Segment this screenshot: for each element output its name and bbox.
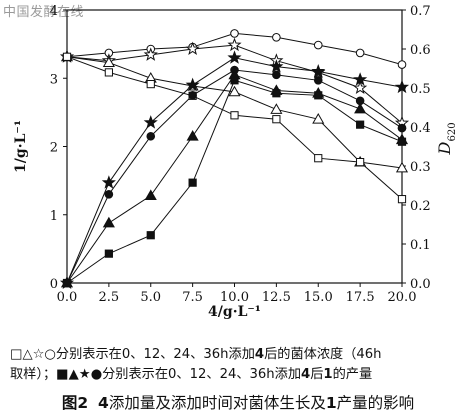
x-tick-label: 7.5 xyxy=(182,290,203,305)
y-left-tick-label: 1 xyxy=(50,209,58,224)
data-point-square-filled xyxy=(62,278,72,288)
data-point-square-filled xyxy=(397,137,407,146)
data-point-square-open xyxy=(230,111,239,120)
caption-fig-number: 图2 xyxy=(61,394,89,412)
x-axis-label: 4/g·L⁻¹ xyxy=(208,304,261,320)
data-point-square-filled xyxy=(146,231,155,240)
x-tick-label: 0.0 xyxy=(57,290,78,305)
data-point-circle-filled xyxy=(397,123,407,133)
data-point-star-filled xyxy=(353,72,368,86)
data-point-circle-filled xyxy=(272,70,281,80)
chart: 0.0 2.5 5.0 7.5 10.0 12.5 15.0 17.5 20.0 0 1 2 3 4 0.0… xyxy=(13,4,458,320)
legend-text: 取样）；■▲★●分别表示在0、12、24、36h添加 xyxy=(10,367,302,382)
x-tick-label: 12.5 xyxy=(262,290,291,305)
series-line-triangle-filled xyxy=(66,74,403,284)
y-right-tick-label: 0.2 xyxy=(410,199,431,214)
y-right-tick-label: 0.4 xyxy=(410,121,431,136)
y-left-axis-label: 1/g·L⁻¹ xyxy=(13,120,29,173)
data-point-star-filled xyxy=(394,79,410,94)
legend-text: □△☆○分别表示在0、12、24、36h添加 xyxy=(10,347,255,362)
legend-text: 的产量 xyxy=(332,367,373,382)
legend-text: 后的菌体浓度（46h xyxy=(264,347,382,362)
data-point-square-open xyxy=(314,154,323,163)
data-point-square-filled xyxy=(104,249,113,258)
data-point-star-filled xyxy=(227,50,242,64)
legend-line-2: 取样）；■▲★●分别表示在0、12、24、36h添加4后1的产量 xyxy=(10,366,472,384)
data-point-circle-open xyxy=(355,48,365,58)
y-left-tick-label: 3 xyxy=(50,72,58,87)
data-point-square-filled xyxy=(272,89,281,98)
data-point-star-filled xyxy=(311,63,326,78)
data-point-square-filled xyxy=(188,178,197,187)
watermark: 中国发酵在线 xyxy=(3,5,85,20)
data-point-triangle-filled xyxy=(354,102,367,114)
data-point-triangle-filled xyxy=(102,216,115,228)
data-point-star-open xyxy=(143,47,158,61)
x-tick-label: 10.0 xyxy=(220,290,249,305)
x-tick-label: 5.0 xyxy=(140,290,161,305)
y-right-tick-label: 0.5 xyxy=(410,82,431,97)
y-right-axis-label-main: D xyxy=(435,142,454,156)
y-right-tick-label: 0.7 xyxy=(410,4,431,19)
legend-text: 后 xyxy=(310,367,324,382)
data-point-star-filled xyxy=(185,77,200,92)
data-point-square-filled xyxy=(356,120,365,129)
data-point-triangle-open xyxy=(228,85,241,97)
caption-text: 产量的影响 xyxy=(336,394,415,412)
data-point-star-open xyxy=(227,37,242,52)
caption-text: 添加量及添加时间对菌体生长及 xyxy=(108,394,326,412)
data-point-circle-open xyxy=(230,29,239,38)
x-tick-label: 17.5 xyxy=(346,290,375,305)
data-point-circle-filled xyxy=(104,189,114,199)
y-left-tick-label: 2 xyxy=(50,141,58,156)
data-point-star-filled xyxy=(269,59,284,73)
data-point-circle-filled xyxy=(188,91,197,100)
x-tick-label: 2.5 xyxy=(99,290,120,305)
figure-caption: 图2 4添加量及添加时间对菌体生长及1产量的影响 xyxy=(0,391,476,413)
legend-compound-4: 4 xyxy=(301,367,311,382)
data-point-star-open xyxy=(353,80,368,95)
data-point-triangle-open xyxy=(270,103,283,114)
data-point-square-open xyxy=(356,158,365,167)
y-right-tick-label: 0.3 xyxy=(410,160,431,175)
data-point-triangle-open xyxy=(312,112,325,124)
y-right-tick-label: 0.1 xyxy=(410,238,431,253)
y-right-tick-label: 0.6 xyxy=(410,43,431,58)
data-point-square-open xyxy=(104,68,113,77)
data-point-triangle-filled xyxy=(144,189,157,201)
y-left-tick-label: 4 xyxy=(50,4,58,19)
data-point-square-filled xyxy=(230,76,239,85)
caption-compound-4: 4 xyxy=(98,394,109,412)
data-point-square-open xyxy=(272,115,281,124)
data-point-circle-filled xyxy=(313,75,323,85)
data-point-triangle-filled xyxy=(186,130,199,141)
caption-compound-1: 1 xyxy=(325,394,337,412)
data-point-circle-open xyxy=(313,40,323,50)
data-point-square-open xyxy=(146,80,155,89)
y-right-axis-label-sub: 620 xyxy=(447,122,458,141)
data-point-square-filled xyxy=(314,91,323,100)
data-point-circle-filled xyxy=(146,131,156,141)
x-tick-label: 20.0 xyxy=(388,290,417,305)
data-point-square-open xyxy=(62,52,72,61)
legend-compound-1: 1 xyxy=(323,367,333,382)
data-point-star-filled xyxy=(101,175,116,189)
x-tick-label: 15.0 xyxy=(304,290,333,305)
data-point-circle-open xyxy=(272,33,281,42)
series-line-circle-filled xyxy=(66,69,403,284)
data-point-triangle-open xyxy=(102,56,115,68)
y-right-tick-label: 0.0 xyxy=(410,277,431,292)
legend-compound-4: 4 xyxy=(254,347,265,362)
series-line-square-filled xyxy=(66,79,403,284)
y-left-tick-label: 0 xyxy=(50,277,58,292)
data-point-star-filled xyxy=(143,115,158,129)
legend-line-1: □△☆○分别表示在0、12、24、36h添加4后的菌体浓度（46h xyxy=(10,346,472,364)
data-point-star-open xyxy=(185,41,200,56)
data-point-triangle-open xyxy=(395,161,409,173)
data-point-square-open xyxy=(397,195,407,204)
data-point-circle-open xyxy=(397,60,407,69)
